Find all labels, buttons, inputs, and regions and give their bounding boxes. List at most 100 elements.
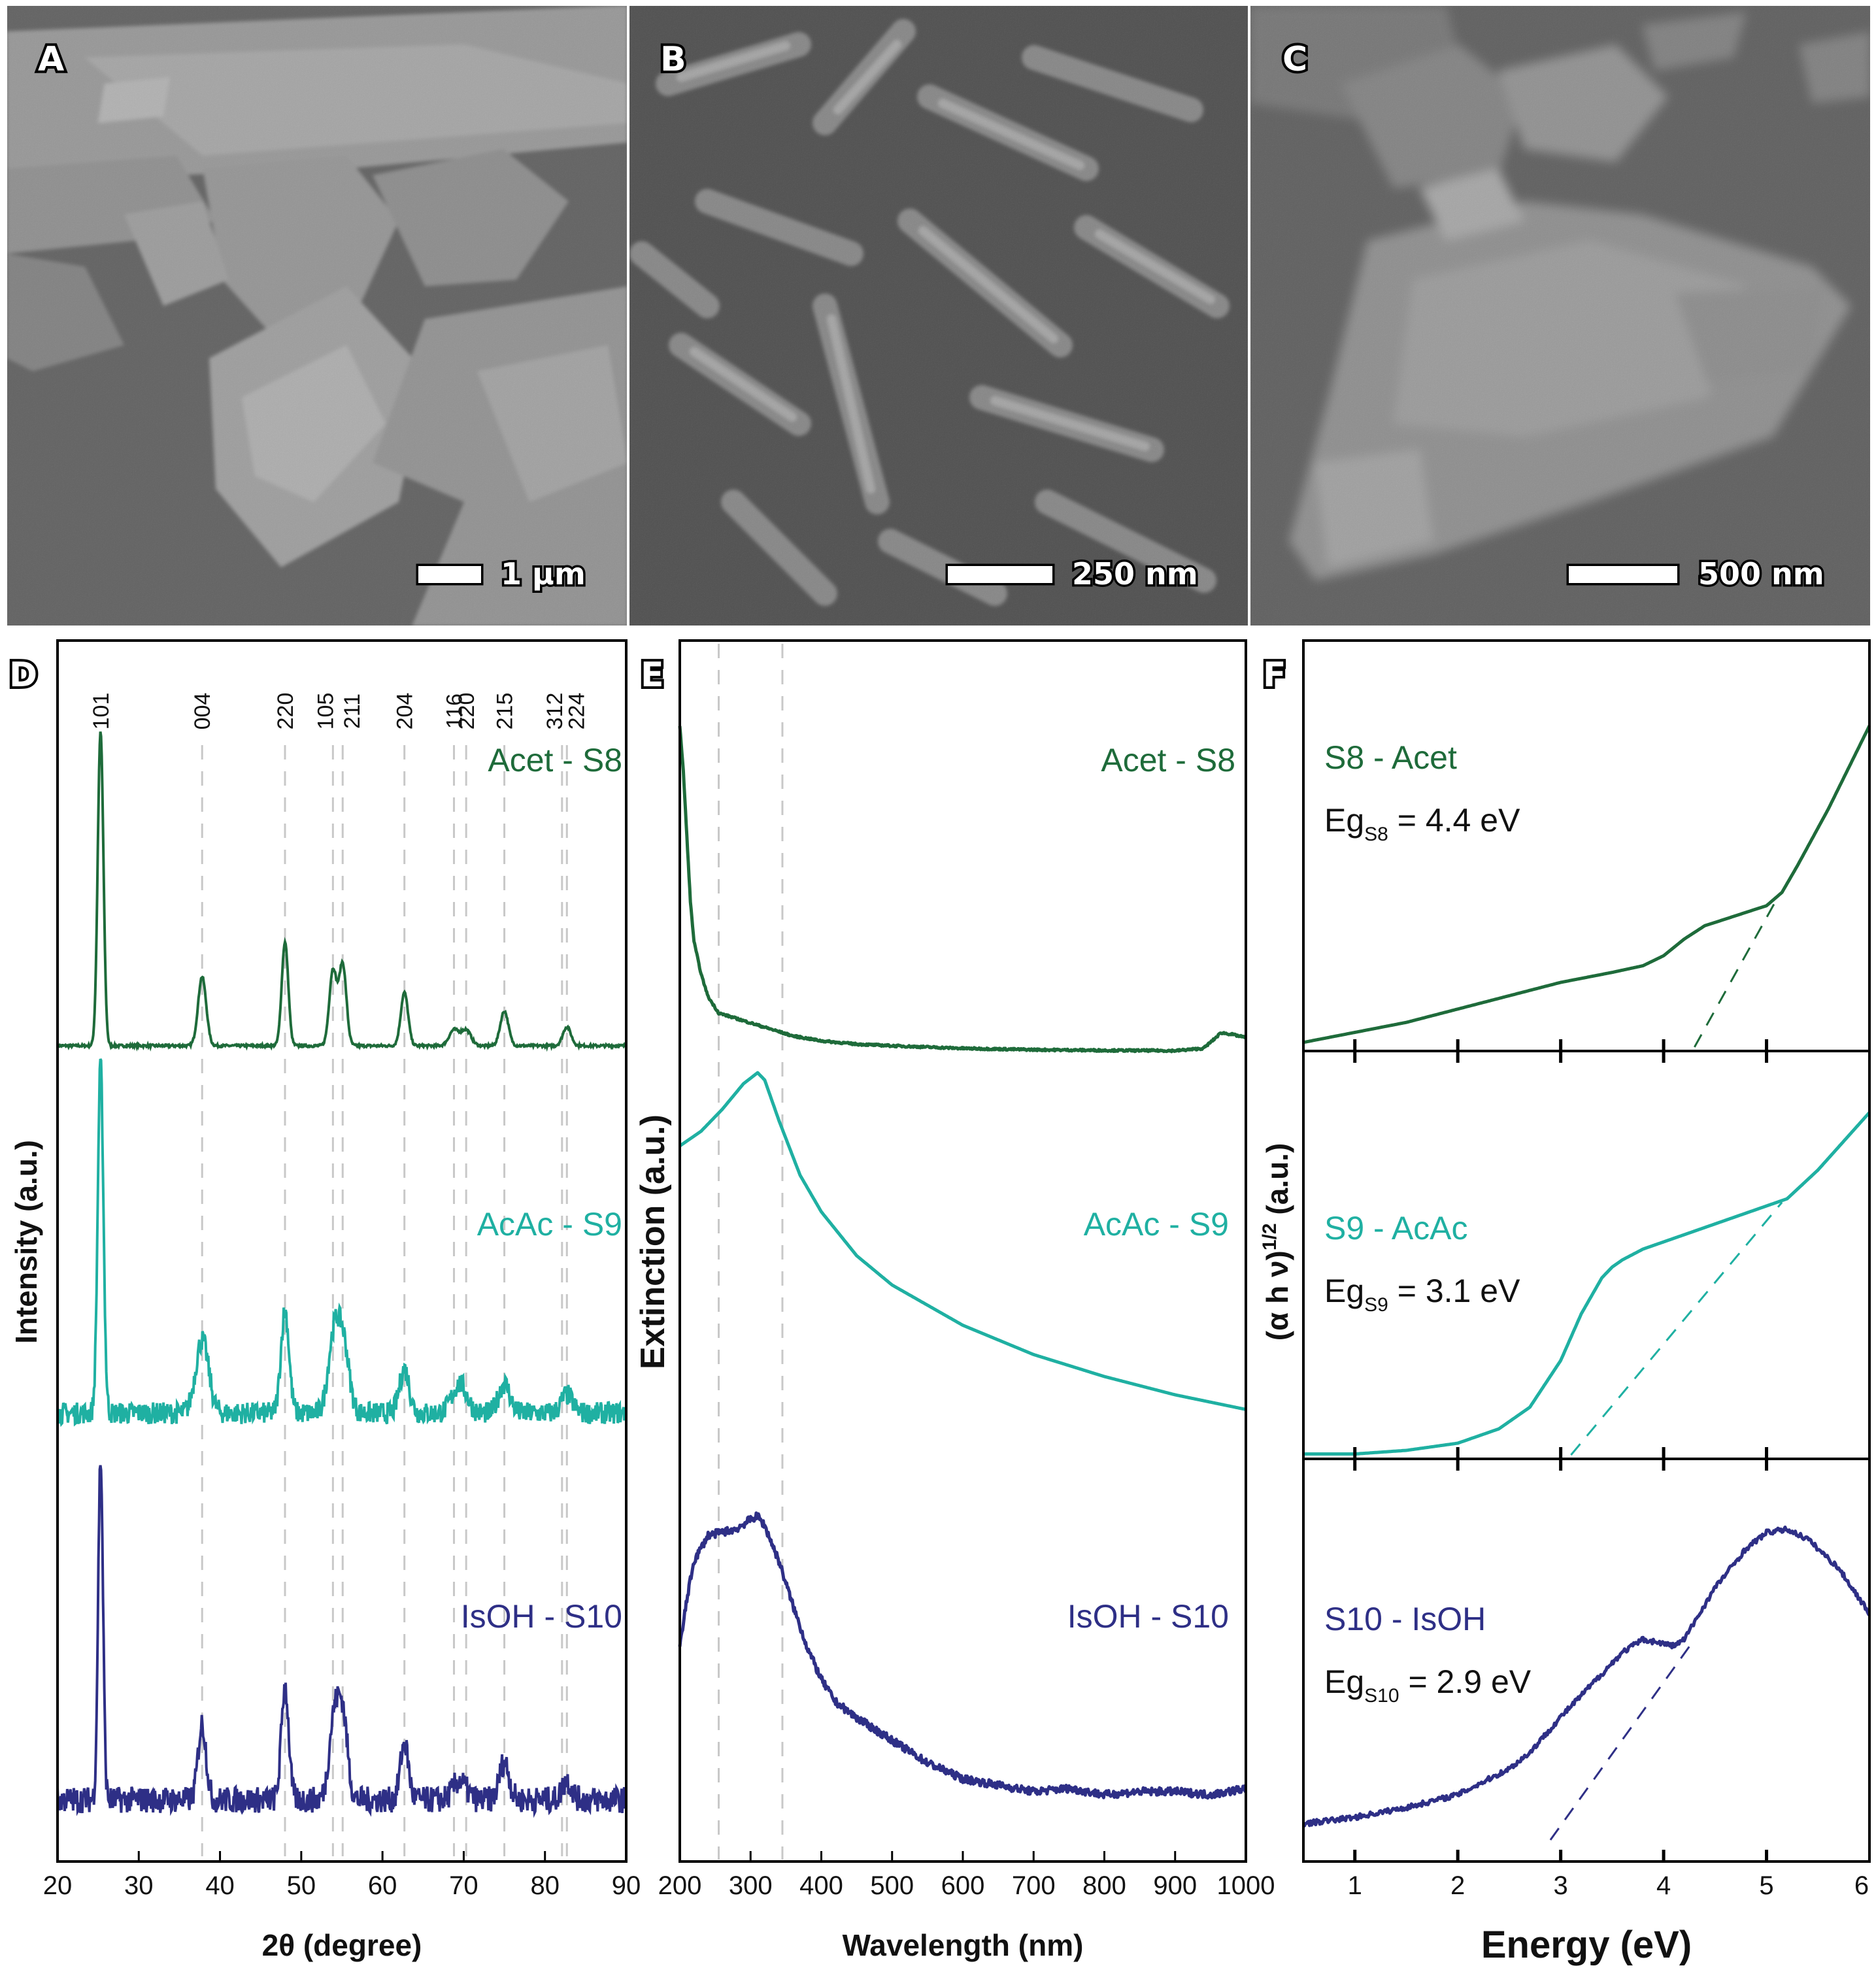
tauc-eg-s8: EgS8 = 4.4 eV: [1324, 802, 1520, 845]
extinction-x-tick-label: 1000: [1217, 1871, 1275, 1900]
scale-bar-a: 1 μm: [416, 554, 588, 594]
panel-label-f: F: [1263, 656, 1286, 695]
xrd-peak-label: 004: [190, 693, 215, 730]
tauc-y-axis-label-tail: (a.u.): [1260, 1143, 1294, 1224]
xrd-series-line: [56, 1058, 628, 1427]
xrd-x-tick-label: 50: [287, 1871, 316, 1900]
xrd-x-tick-label: 30: [124, 1871, 154, 1900]
tauc-eg-s9-prefix: Eg: [1324, 1273, 1364, 1309]
xrd-peak-label: 312: [543, 693, 567, 730]
tauc-y-axis-label: (α h ν)1/2 (a.u.): [1259, 1143, 1294, 1341]
extinction-x-axis-label: Wavelength (nm): [843, 1928, 1084, 1962]
tauc-x-tick-label: 3: [1554, 1871, 1568, 1900]
extinction-x-tick-label: 500: [870, 1871, 914, 1900]
xrd-peak-label: 204: [393, 693, 418, 730]
extinction-y-axis-label: Extinction (a.u.): [634, 1114, 672, 1369]
xrd-peak-label: 220: [273, 693, 298, 730]
tauc-eg-s10-prefix: Eg: [1324, 1663, 1364, 1700]
xrd-peak-label: 224: [564, 693, 589, 730]
sem-image-a: [6, 5, 628, 627]
tauc-x-tick-label: 1: [1348, 1871, 1362, 1900]
tauc-x-tick-label: 2: [1450, 1871, 1465, 1900]
extinction-series-label-s8: Acet - S8: [1101, 742, 1235, 778]
tauc-series-label-s10: S10 - IsOH: [1324, 1601, 1486, 1637]
tauc-tangent-line: [1694, 898, 1778, 1048]
tauc-series-label-s8: S8 - Acet: [1324, 739, 1457, 776]
extinction-series-label-s10: IsOH - S10: [1067, 1598, 1229, 1635]
xrd-series-label-s8: Acet - S8: [488, 742, 622, 778]
tauc-eg-s10-value: = 2.9 eV: [1399, 1663, 1532, 1700]
xrd-x-tick-label: 40: [205, 1871, 235, 1900]
tauc-series-label-s9: S9 - AcAc: [1324, 1210, 1468, 1246]
xrd-peak-label: 116: [443, 693, 467, 729]
tauc-eg-s8-value: = 4.4 eV: [1388, 802, 1520, 839]
panel-label-c: C: [1282, 40, 1307, 79]
tauc-eg-s9-sub: S9: [1364, 1294, 1388, 1316]
tauc-x-axis-label: Energy (eV): [1481, 1924, 1692, 1966]
scale-bar-a-label: 1 μm: [501, 556, 586, 592]
xrd-y-axis-label: Intensity (a.u.): [9, 1140, 43, 1344]
tauc-subplot-frame-s9: [1302, 1050, 1871, 1460]
tauc-eg-s9: EgS9 = 3.1 eV: [1324, 1273, 1520, 1316]
extinction-x-tick-label: 700: [1012, 1871, 1056, 1900]
scale-bar-c-label: 500 nm: [1698, 556, 1824, 592]
tauc-y-axis-label-main: (α h ν): [1260, 1250, 1294, 1341]
tauc-eg-s9-value: = 3.1 eV: [1388, 1273, 1520, 1309]
tauc-tangent-line: [1570, 1201, 1783, 1456]
extinction-series-line: [678, 726, 1247, 1054]
xrd-x-axis-label: 2θ (degree): [262, 1928, 422, 1962]
xrd-x-tick-label: 60: [368, 1871, 397, 1900]
tauc-chart: 1 2 3 4 5 6 F Energy (eV) (α h ν)1/2 (a.u.) S…: [1259, 639, 1871, 1966]
extinction-x-tick-label: 900: [1153, 1871, 1197, 1900]
tauc-series-line: [1303, 1111, 1871, 1456]
xrd-series-line: [56, 1465, 628, 1818]
xrd-series-line: [56, 731, 628, 1052]
panel-label-a: A: [38, 40, 64, 79]
tauc-x-tick-label: 4: [1656, 1871, 1671, 1900]
extinction-series-line: [678, 1511, 1247, 1800]
xrd-series-label-s9: AcAc - S9: [477, 1206, 622, 1243]
tauc-subplot-frame-s8: [1302, 639, 1871, 1052]
tauc-y-axis-label-sup: 1/2: [1259, 1223, 1281, 1250]
tauc-x-tick-label: 5: [1759, 1871, 1773, 1900]
xrd-x-tick-label: 90: [612, 1871, 641, 1900]
xrd-peak-label: 101: [89, 693, 114, 730]
scale-bar-b: 250 nm: [945, 554, 1200, 594]
extinction-chart: 200 300 400 500 600 700 800 900 1000 E Wavelengt…: [634, 639, 1275, 1962]
xrd-peak-label: 211: [340, 693, 365, 729]
extinction-series-label-s9: AcAc - S9: [1084, 1206, 1229, 1243]
xrd-peak-label: 215: [493, 693, 518, 730]
xrd-peak-label: 220: [454, 693, 479, 730]
scale-bar-b-label: 250 nm: [1072, 556, 1198, 592]
xrd-x-tick-label: 80: [530, 1871, 560, 1900]
tauc-x-tick-label: 6: [1854, 1871, 1869, 1900]
extinction-x-tick-label: 600: [941, 1871, 985, 1900]
xrd-plot-frame: [56, 639, 628, 1863]
tauc-eg-s10: EgS10 = 2.9 eV: [1324, 1663, 1532, 1707]
scale-bar-c: 500 nm: [1566, 554, 1826, 594]
tauc-tangent-line: [1549, 1639, 1696, 1841]
extinction-plot-frame: [678, 639, 1247, 1863]
panel-label-b: B: [660, 40, 686, 79]
tauc-series-line: [1302, 1526, 1871, 1828]
xrd-peak-label: 105: [313, 693, 338, 730]
xrd-series-label-s10: IsOH - S10: [461, 1598, 622, 1635]
xrd-x-tick-label: 20: [43, 1871, 73, 1900]
tauc-eg-s8-sub: S8: [1364, 824, 1388, 845]
xrd-x-tick-label: 70: [449, 1871, 478, 1900]
panel-label-e: E: [641, 656, 664, 695]
tauc-subplot-frame-s10: [1302, 1458, 1871, 1863]
sem-image-b: [628, 5, 1249, 627]
extinction-series-line: [678, 1071, 1247, 1411]
extinction-x-tick-label: 400: [799, 1871, 843, 1900]
extinction-x-tick-label: 200: [658, 1871, 702, 1900]
panel-label-d: D: [9, 656, 37, 695]
tauc-eg-s10-sub: S10: [1364, 1685, 1399, 1707]
tauc-series-line: [1303, 725, 1871, 1044]
extinction-x-tick-label: 800: [1082, 1871, 1126, 1900]
extinction-x-tick-label: 300: [729, 1871, 773, 1900]
sem-image-c: [1249, 5, 1871, 627]
tauc-eg-s8-prefix: Eg: [1324, 802, 1364, 839]
